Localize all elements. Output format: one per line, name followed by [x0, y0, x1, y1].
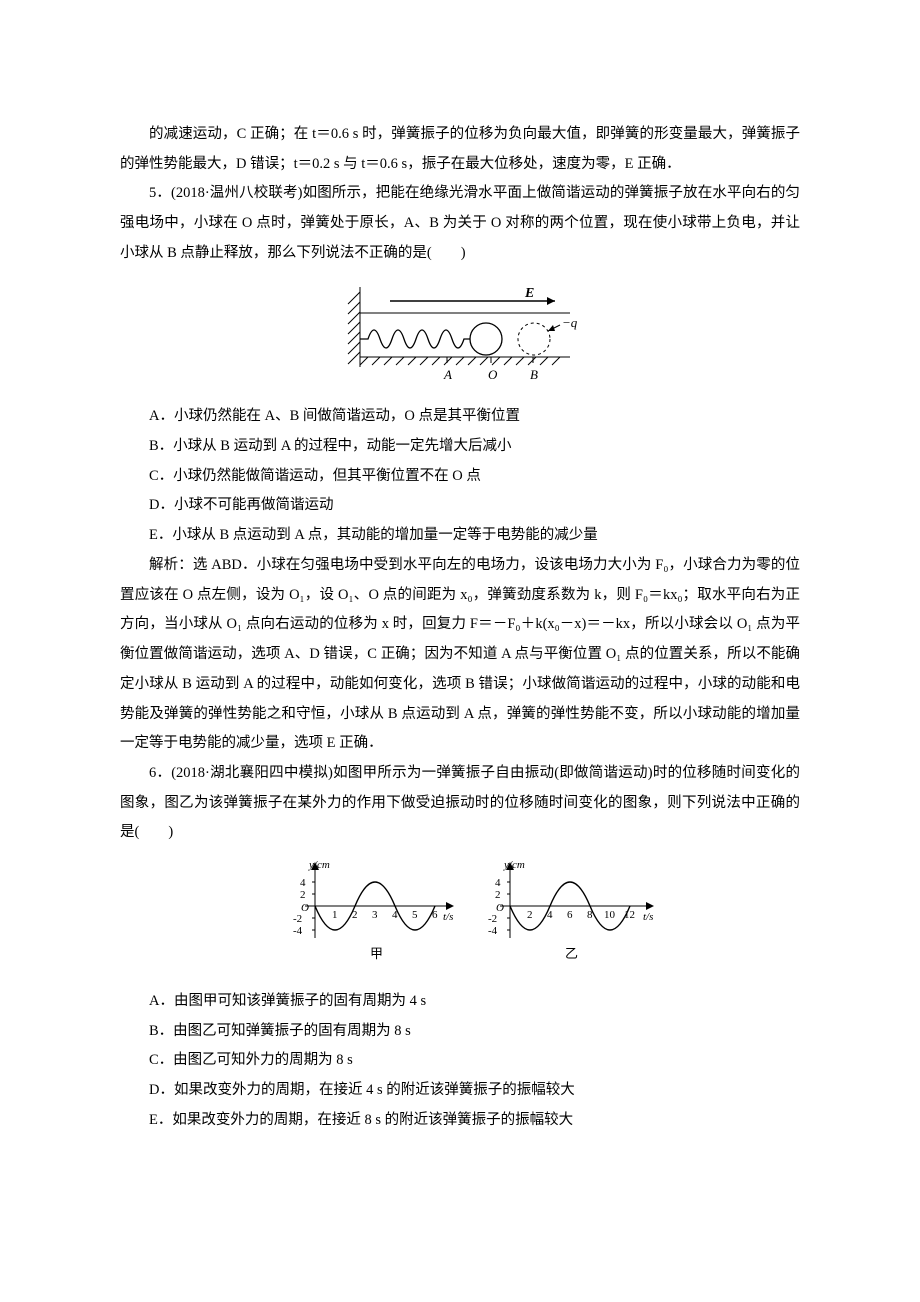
svg-text:y/cm: y/cm [308, 859, 330, 871]
label-O: O [488, 367, 498, 382]
svg-text:O: O [496, 902, 504, 914]
svg-text:4: 4 [300, 877, 306, 889]
svg-text:-4: -4 [488, 925, 498, 937]
svg-text:2: 2 [495, 889, 501, 901]
q6-stem: 6．(2018·湖北襄阳四中模拟)如图甲所示为一弹簧振子自由振动(即做简谐运动)… [120, 759, 800, 848]
svg-text:O: O [301, 902, 309, 914]
svg-text:2: 2 [300, 889, 306, 901]
q6-option-a: A．由图甲可知该弹簧振子的固有周期为 4 s [120, 987, 800, 1017]
caption-right: 乙 [565, 946, 578, 961]
label-B: B [530, 367, 538, 382]
q5-option-c: C．小球仍然能做简谐运动，但其平衡位置不在 O 点 [120, 462, 800, 492]
q6-option-e: E．如果改变外力的周期，在接近 8 s 的附近该弹簧振子的振幅较大 [120, 1106, 800, 1136]
svg-text:5: 5 [412, 909, 418, 921]
q6-option-d: D．如果改变外力的周期，在接近 4 s 的附近该弹簧振子的振幅较大 [120, 1076, 800, 1106]
svg-text:-2: -2 [293, 913, 302, 925]
svg-text:t/s: t/s [643, 911, 653, 923]
q5-stem: 5．(2018·温州八校联考)如图所示，把能在绝缘光滑水平面上做简谐运动的弹簧振… [120, 179, 800, 268]
q5-option-e: E．小球从 B 点运动到 A 点，其动能的增加量一定等于电势能的减少量 [120, 521, 800, 551]
caption-left: 甲 [370, 946, 383, 961]
svg-text:3: 3 [372, 909, 378, 921]
q5-solution: 解析：选 ABD．小球在匀强电场中受到水平向左的电场力，设该电场力大小为 F₀，… [120, 551, 800, 759]
page: 的减速运动，C 正确；在 t＝0.6 s 时，弹簧振子的位移为负向最大值，即弹簧… [0, 0, 920, 1302]
svg-text:10: 10 [604, 909, 616, 921]
q6-option-b: B．由图乙可知弹簧振子的固有周期为 8 s [120, 1017, 800, 1047]
svg-text:-4: -4 [293, 925, 303, 937]
q5-option-d: D．小球不可能再做简谐运动 [120, 491, 800, 521]
q5-option-a: A．小球仍然能在 A、B 间做简谐运动，O 点是其平衡位置 [120, 402, 800, 432]
q6-option-c: C．由图乙可知外力的周期为 8 s [120, 1046, 800, 1076]
label-q: −q [562, 315, 578, 330]
svg-text:t/s: t/s [443, 911, 453, 923]
paragraph-continuation: 的减速运动，C 正确；在 t＝0.6 s 时，弹簧振子的位移为负向最大值，即弹簧… [120, 120, 800, 179]
svg-text:-2: -2 [488, 913, 497, 925]
q5-option-b: B．小球从 B 运动到 A 的过程中，动能一定先增大后减小 [120, 432, 800, 462]
label-E: E [524, 286, 534, 301]
label-A: A [443, 367, 452, 382]
q6-figure: 4 2 O -2 -4 1 2 3 4 5 6 y/cm t/s [120, 856, 800, 983]
svg-text:1: 1 [332, 909, 338, 921]
svg-text:2: 2 [527, 909, 533, 921]
spring-oscillator-diagram: E −q A O B [330, 277, 590, 387]
svg-text:6: 6 [567, 909, 573, 921]
displacement-time-graphs: 4 2 O -2 -4 1 2 3 4 5 6 y/cm t/s [250, 856, 670, 971]
svg-text:y/cm: y/cm [503, 859, 525, 871]
svg-text:4: 4 [495, 877, 501, 889]
q5-figure: E −q A O B [120, 277, 800, 399]
